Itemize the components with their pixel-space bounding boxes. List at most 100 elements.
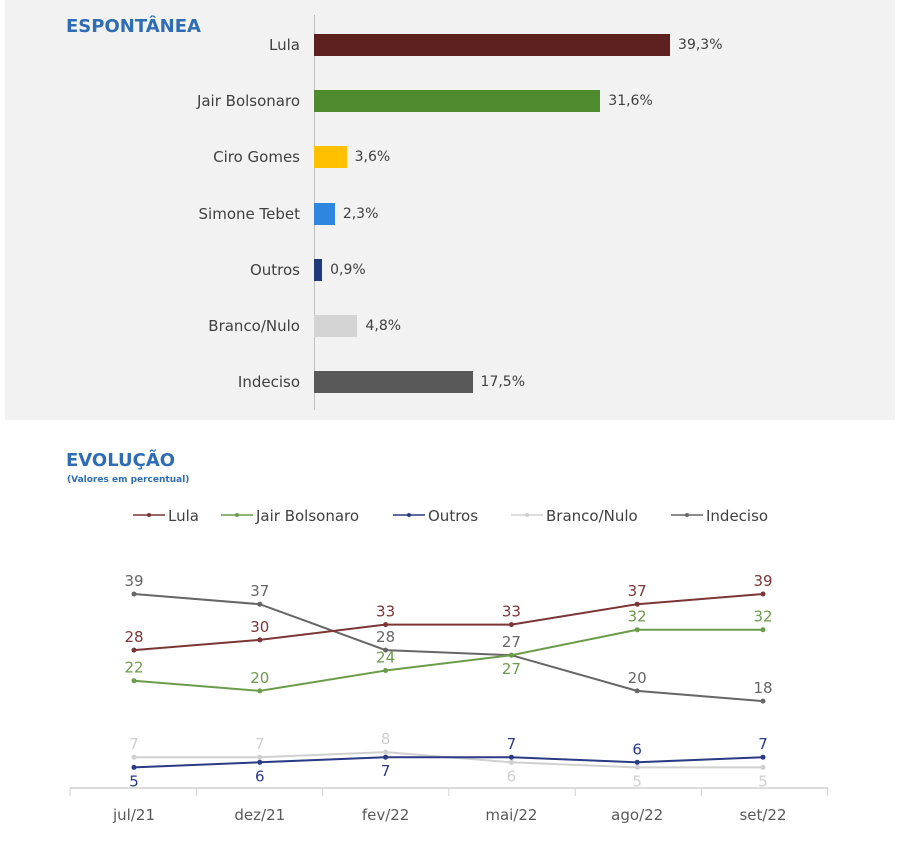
data-point xyxy=(257,601,263,607)
data-point xyxy=(760,591,766,597)
data-label: 22 xyxy=(124,659,143,677)
legend-marker xyxy=(147,513,151,517)
bar xyxy=(314,371,473,394)
data-point xyxy=(383,668,389,673)
data-label: 24 xyxy=(376,649,395,667)
data-point xyxy=(508,622,514,628)
legend-marker xyxy=(685,513,689,517)
data-label: 6 xyxy=(507,767,517,785)
data-point xyxy=(760,698,766,704)
x-tick-label: dez/21 xyxy=(234,806,285,824)
data-point xyxy=(131,678,137,684)
data-label: 39 xyxy=(124,572,143,590)
x-tick-label: jul/21 xyxy=(112,806,155,824)
bar xyxy=(314,34,671,56)
data-label: 7 xyxy=(381,762,391,780)
bar-value-label: 39,3% xyxy=(678,37,723,53)
data-point xyxy=(634,759,640,765)
series-line xyxy=(134,751,763,769)
data-label: 7 xyxy=(507,735,517,753)
data-label: 6 xyxy=(632,740,642,758)
data-point xyxy=(131,754,137,760)
data-label: 39 xyxy=(753,572,772,590)
data-label: 27 xyxy=(502,660,521,678)
data-point xyxy=(634,627,640,633)
bar-label: Indeciso xyxy=(237,373,300,392)
series-line xyxy=(133,593,764,703)
data-label: 5 xyxy=(632,772,642,790)
data-point xyxy=(383,749,389,755)
data-point xyxy=(131,591,137,597)
data-point xyxy=(383,647,389,653)
bar-label: Lula xyxy=(269,36,300,54)
data-label: 7 xyxy=(758,735,768,753)
data-point xyxy=(508,759,514,765)
series-line xyxy=(133,756,764,769)
bar-value-label: 0,9% xyxy=(330,261,366,278)
bar-label: Branco/Nulo xyxy=(208,317,300,335)
bar-label: Ciro Gomes xyxy=(213,148,300,167)
data-label: 5 xyxy=(129,772,139,790)
legend-label: Lula xyxy=(168,507,199,525)
data-point xyxy=(131,647,137,653)
legend-marker xyxy=(235,513,239,517)
bar-value-label: 17,5% xyxy=(480,374,526,391)
data-point xyxy=(508,652,514,658)
data-point xyxy=(257,759,263,765)
data-label: 32 xyxy=(753,608,772,626)
data-point xyxy=(634,688,640,694)
data-label: 20 xyxy=(628,669,647,687)
data-label: 28 xyxy=(124,628,143,646)
data-point xyxy=(383,754,389,760)
x-tick-label: ago/22 xyxy=(611,806,663,824)
spontaneous-title: ESPONTÂNEA xyxy=(66,16,201,37)
data-label: 20 xyxy=(250,669,269,687)
data-label: 27 xyxy=(502,633,521,651)
evolution-title: EVOLUÇÃO xyxy=(66,450,176,471)
x-tick-label: fev/22 xyxy=(362,806,410,824)
data-point xyxy=(383,622,389,628)
data-label: 30 xyxy=(250,618,269,636)
legend-marker xyxy=(407,513,411,517)
bar xyxy=(314,202,335,225)
legend-marker xyxy=(525,513,529,517)
bar-value-label: 4,8% xyxy=(365,318,402,334)
bar-label: Outros xyxy=(249,260,300,279)
bar-value-label: 3,6% xyxy=(354,149,391,166)
bar-label: Jair Bolsonaro xyxy=(196,92,300,111)
bar-value-label: 2,3% xyxy=(342,205,379,222)
legend-label: Branco/Nulo xyxy=(546,507,638,525)
data-point xyxy=(131,764,137,770)
series-line xyxy=(133,593,764,652)
data-label: 5 xyxy=(758,772,768,790)
data-point xyxy=(760,627,766,633)
spontaneous-panel: ESPONTÂNEA Lula 39,3% Jair Bolsonaro 31,6… xyxy=(5,0,895,420)
data-point xyxy=(257,637,263,643)
data-point xyxy=(760,754,766,760)
data-point xyxy=(760,764,766,770)
data-label: 28 xyxy=(376,628,395,646)
data-label: 37 xyxy=(628,582,647,600)
data-label: 7 xyxy=(255,735,265,753)
data-label: 7 xyxy=(129,735,139,753)
data-label: 37 xyxy=(250,582,269,600)
legend-label: Outros xyxy=(428,507,478,525)
x-tick-label: mai/22 xyxy=(485,806,537,824)
bar xyxy=(314,315,358,337)
legend-label: Indeciso xyxy=(706,507,768,525)
data-label: 8 xyxy=(381,730,391,748)
data-point xyxy=(508,754,514,760)
bar xyxy=(314,258,323,281)
data-point xyxy=(634,764,640,770)
legend-label: Jair Bolsonaro xyxy=(255,507,359,525)
data-point xyxy=(634,601,640,607)
data-label: 6 xyxy=(255,767,265,785)
x-tick-label: set/22 xyxy=(739,806,786,824)
data-label: 18 xyxy=(753,679,772,697)
data-point xyxy=(257,754,263,760)
data-point xyxy=(257,688,263,694)
bar xyxy=(314,90,601,113)
bar-label: Simone Tebet xyxy=(198,204,300,223)
evolution-subtitle: (Valores em percentual) xyxy=(67,475,190,485)
